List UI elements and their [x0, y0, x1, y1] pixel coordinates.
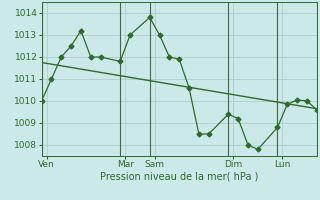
X-axis label: Pression niveau de la mer( hPa ): Pression niveau de la mer( hPa ) [100, 172, 258, 182]
